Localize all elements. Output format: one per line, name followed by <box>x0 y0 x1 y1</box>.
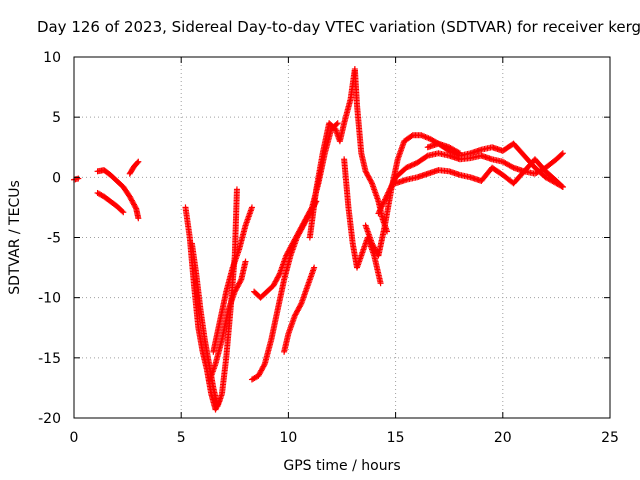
data-point-arc-15 <box>380 200 387 207</box>
y-tick-label: 5 <box>52 110 61 126</box>
data-point-arc-8 <box>242 258 249 265</box>
data-point-arc-15 <box>404 164 411 171</box>
data-point-arc-15 <box>378 204 385 211</box>
data-point-arc-15 <box>387 184 394 191</box>
data-point-arc-17 <box>450 149 457 156</box>
data-point-arc-15 <box>407 162 414 169</box>
axis-ticks: 0 5 10 15 20 25 10 5 0 -5 -10 -15 -20 <box>38 50 619 446</box>
data-point-arc-15 <box>384 192 391 199</box>
data-point-arc-15 <box>387 185 394 192</box>
data-point-arc-15 <box>383 193 390 200</box>
data-point-arc-2 <box>132 204 139 211</box>
data-point-arc-2 <box>135 215 142 222</box>
data-point-arc-15 <box>375 210 382 217</box>
data-point-arc-15 <box>558 151 565 158</box>
data-point-arc-15 <box>382 195 389 202</box>
data-point-arc-15 <box>377 206 384 213</box>
data-point-arc-17 <box>447 148 454 155</box>
x-tick-label: 0 <box>70 430 79 446</box>
data-point-arc-12 <box>368 179 375 186</box>
x-tick-label: 20 <box>494 430 512 446</box>
data-point-arc-11 <box>297 302 304 309</box>
data-point-arc-8 <box>237 277 244 284</box>
data-point-arc-7 <box>248 204 255 211</box>
data-point-arc-15 <box>509 163 516 170</box>
data-point-arc-15 <box>386 188 393 195</box>
data-point-arc-1 <box>75 175 82 182</box>
data-point-arc-4 <box>134 159 141 166</box>
data-point-arc-15 <box>380 199 387 206</box>
data-point-arc-15 <box>382 196 389 203</box>
chart-title: Day 126 of 2023, Sidereal Day-to-day VTE… <box>37 18 640 36</box>
y-tick-label: -15 <box>38 351 61 367</box>
data-point-arc-11 <box>311 264 318 271</box>
data-point-arc-14 <box>408 133 415 140</box>
y-axis-label: SDTVAR / TECUs <box>7 180 23 295</box>
data-point-arc-17 <box>451 150 458 157</box>
data-point-arc-15 <box>411 161 418 168</box>
data-point-arc-3 <box>119 208 126 215</box>
data-point-arc-15 <box>408 162 415 169</box>
data-point-arc-17 <box>559 183 566 190</box>
y-tick-label: -20 <box>38 411 61 427</box>
y-tick-label: 0 <box>52 170 61 186</box>
data-point-arc-15 <box>376 209 383 216</box>
data-point-arc-3 <box>120 209 127 216</box>
data-point-arc-17 <box>558 183 565 190</box>
data-point-arc-15 <box>386 186 393 193</box>
data-point-arc-10 <box>333 121 340 128</box>
x-axis-label: GPS time / hours <box>283 458 400 474</box>
x-tick-label: 5 <box>177 430 186 446</box>
grid <box>74 57 610 418</box>
data-point-arc-17 <box>448 149 455 156</box>
data-point-arc-15 <box>406 163 412 170</box>
x-tick-label: 10 <box>279 430 297 446</box>
data-point-arc-15 <box>384 190 391 197</box>
x-tick-label: 25 <box>601 430 619 446</box>
data-point-arc-5 <box>212 406 219 413</box>
data-point-arc-10 <box>334 120 341 127</box>
data-point-arc-15 <box>376 207 383 214</box>
data-points <box>71 66 566 413</box>
data-point-arc-9 <box>261 362 268 369</box>
data-point-arc-17 <box>452 150 459 157</box>
data-point-arc-6 <box>233 186 240 193</box>
data-point-arc-15 <box>410 161 417 168</box>
data-point-arc-15 <box>385 189 392 196</box>
data-point-arc-15 <box>391 177 398 184</box>
data-point-arc-15 <box>403 164 410 171</box>
data-point-arc-17 <box>454 151 461 158</box>
data-point-arc-15 <box>423 153 430 160</box>
data-point-arc-15 <box>559 150 566 157</box>
data-point-arc-15 <box>381 197 388 204</box>
y-tick-label: 10 <box>43 50 61 66</box>
data-point-arc-10 <box>276 271 283 278</box>
data-point-arc-13 <box>377 280 384 287</box>
data-point-arc-15 <box>389 181 396 188</box>
x-tick-label: 15 <box>387 430 405 446</box>
y-tick-label: -5 <box>47 231 61 247</box>
data-point-arc-15 <box>378 203 385 210</box>
data-point-arc-17 <box>446 147 453 154</box>
data-point-arc-4 <box>135 158 142 165</box>
data-point-arc-15 <box>388 182 395 189</box>
data-point-arc-15 <box>379 202 386 209</box>
y-tick-label: -10 <box>38 291 61 307</box>
